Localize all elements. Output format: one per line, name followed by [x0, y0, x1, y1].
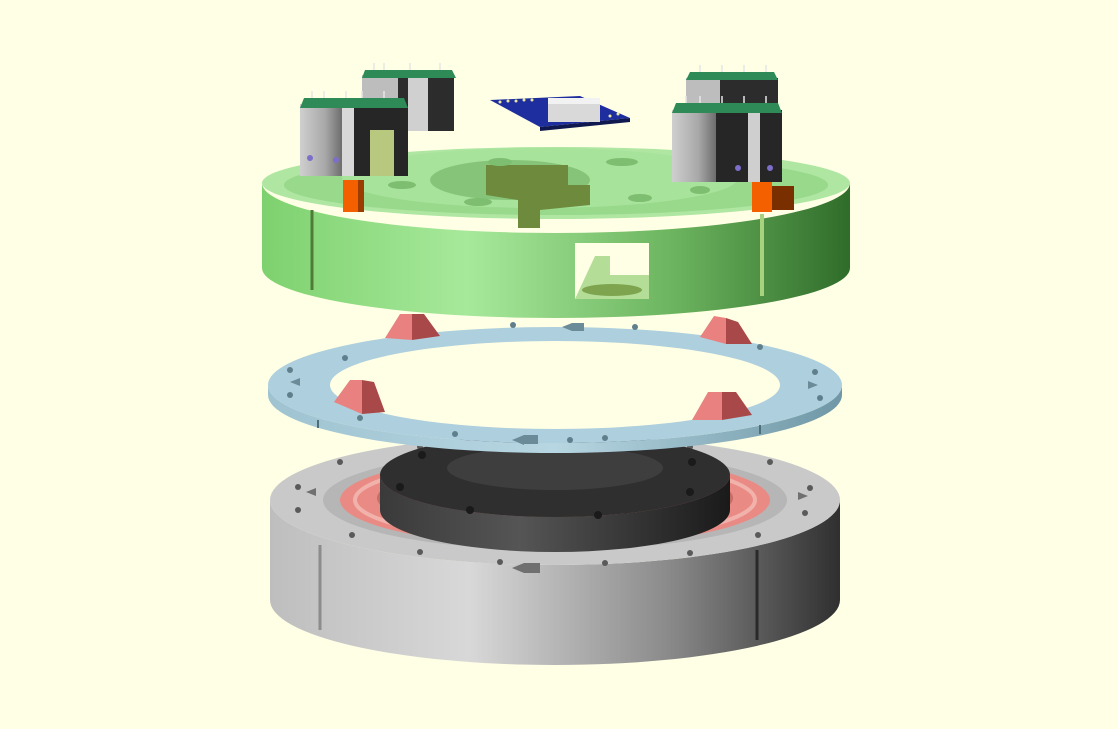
- base-housing-side: [270, 500, 840, 665]
- orange-spacer[interactable]: [752, 182, 794, 212]
- clip[interactable]: [692, 392, 752, 420]
- top-housing-window-inner: [575, 243, 649, 299]
- spacer-ring-holes: [287, 322, 823, 443]
- base-housing-notches: [306, 488, 808, 573]
- spacer-ring-side: [268, 385, 842, 453]
- motor-driver-module[interactable]: [300, 91, 408, 176]
- controller-board-chip: [548, 100, 600, 122]
- clip[interactable]: [700, 316, 752, 344]
- inner-hub-bore: [447, 446, 663, 490]
- spacer-ring[interactable]: [268, 322, 842, 453]
- spacer-ring-notches: [290, 323, 818, 445]
- top-housing-side: [262, 183, 850, 318]
- top-housing-cutout: [486, 165, 590, 228]
- inner-hub[interactable]: [380, 433, 730, 552]
- controller-board-edge: [540, 118, 630, 131]
- controller-board[interactable]: [490, 96, 630, 131]
- controller-board-pins: [498, 98, 620, 118]
- clip-group: [334, 314, 752, 420]
- orange-spacer[interactable]: [343, 180, 364, 212]
- top-housing-holes: [388, 158, 710, 206]
- clip[interactable]: [334, 380, 385, 414]
- top-housing-window-hole: [582, 284, 642, 296]
- clip[interactable]: [385, 314, 440, 340]
- controller-board-chip-top: [548, 98, 600, 104]
- motor-driver-module[interactable]: [672, 96, 782, 182]
- inner-hub-side: [380, 475, 730, 552]
- inner-hub-holes: [396, 451, 696, 519]
